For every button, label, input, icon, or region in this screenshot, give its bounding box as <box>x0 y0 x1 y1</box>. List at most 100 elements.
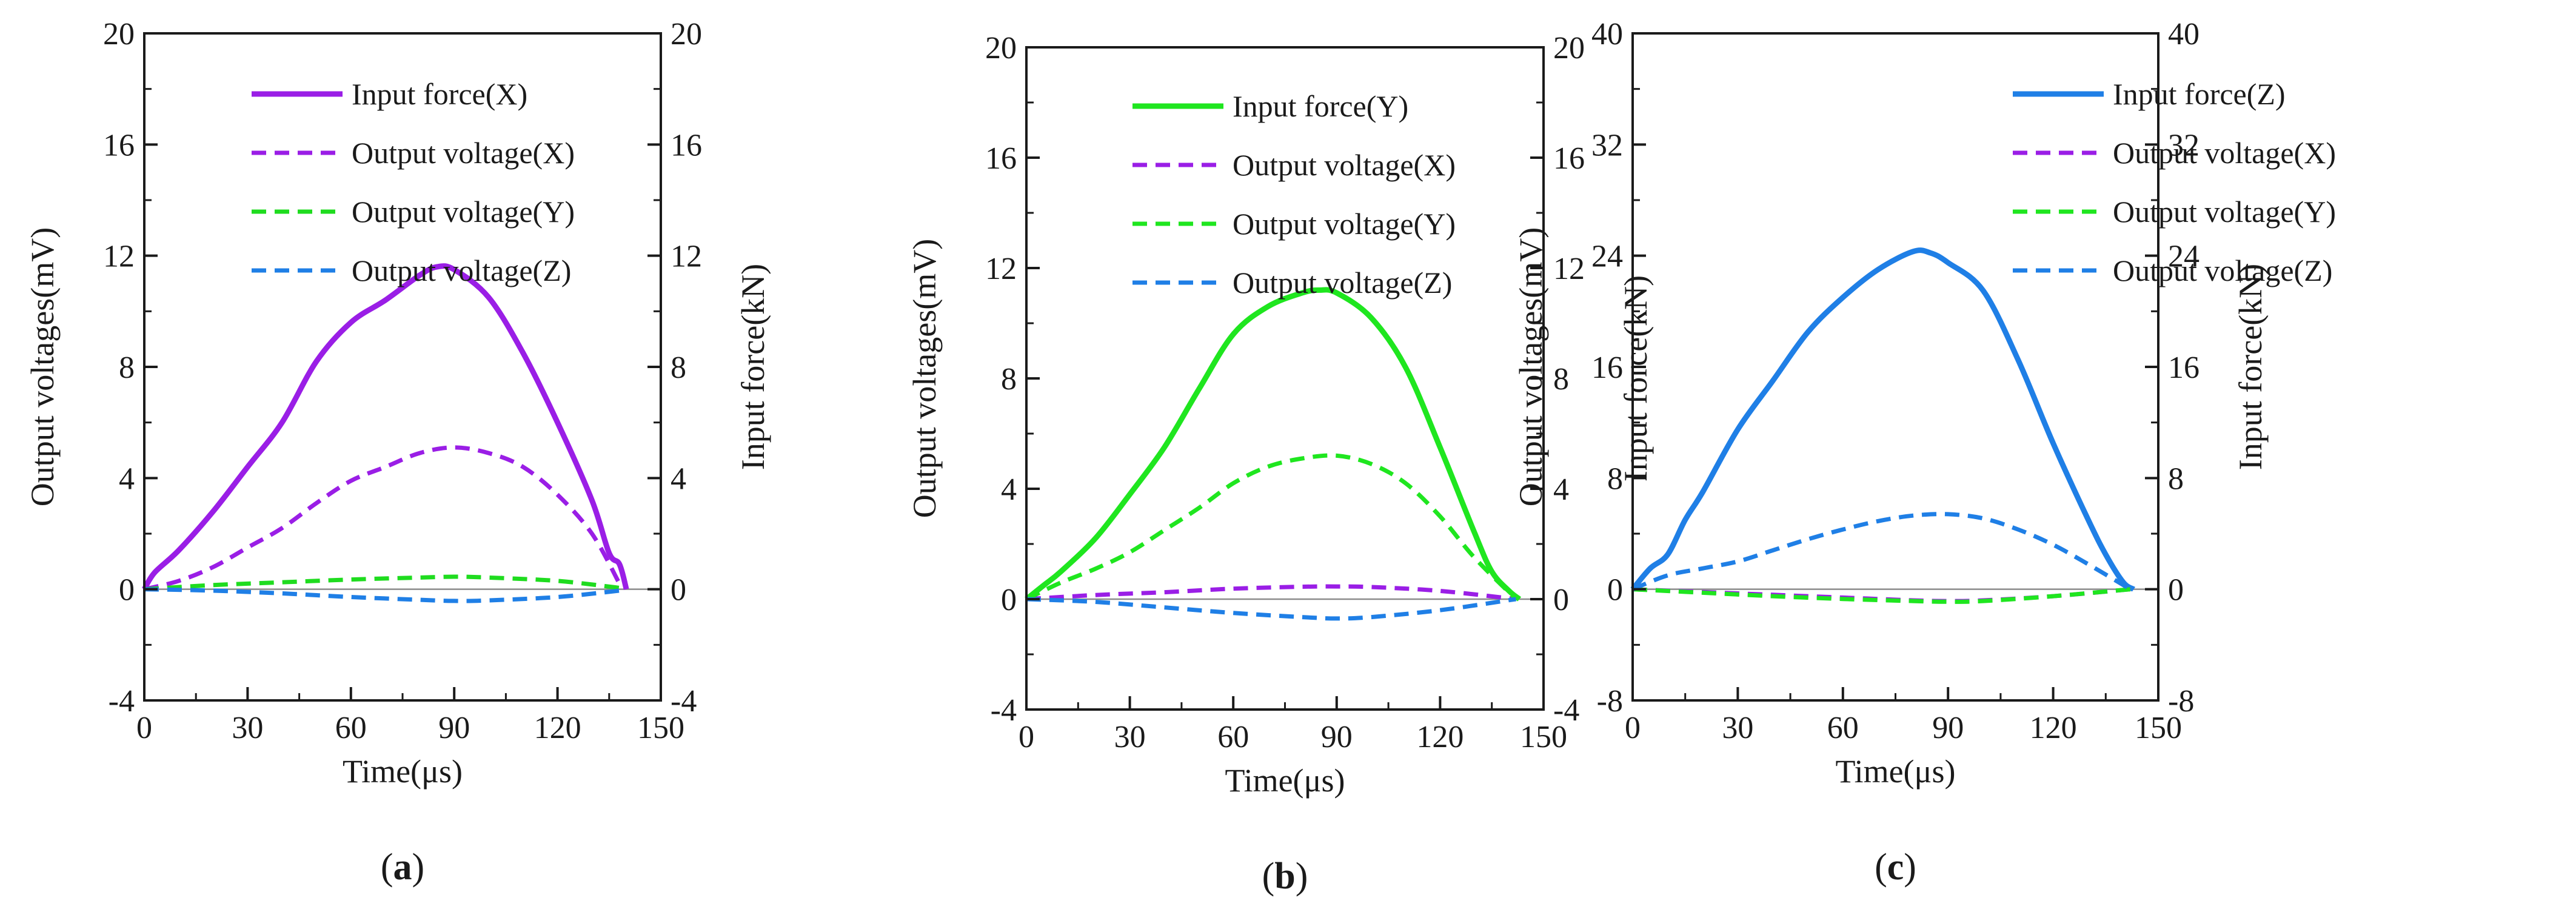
panel-label-paren-open: ( <box>381 847 393 888</box>
y2-tick-label: -4 <box>1553 693 1579 728</box>
y2-tick-label: 0 <box>671 573 686 608</box>
y2-axis-title: Input force(kN) <box>1618 275 1654 482</box>
y2-tick-label: 16 <box>2168 351 2200 385</box>
panel-label-letter: c <box>1887 847 1904 888</box>
y2-axis-title: Input force(kN) <box>2232 264 2269 470</box>
y-tick-label: 4 <box>1001 472 1017 507</box>
y2-tick-label: 0 <box>1553 583 1569 617</box>
series-line-3 <box>1631 512 2132 591</box>
legend-label: Output voltage(Z) <box>2113 253 2332 287</box>
y2-tick-label: 16 <box>1553 141 1585 176</box>
y-tick-label: 0 <box>1001 583 1017 617</box>
series-line-2 <box>1632 587 2131 604</box>
y2-tick-label: 8 <box>671 351 686 385</box>
y-tick-label: -4 <box>991 693 1017 728</box>
x-tick-label: 0 <box>1019 720 1034 754</box>
x-tick-label: 90 <box>438 711 470 745</box>
y-tick-label: 40 <box>1591 17 1623 52</box>
y-tick-label: 32 <box>1591 128 1623 163</box>
y-tick-label: 16 <box>103 128 135 163</box>
y-tick-label: 20 <box>985 31 1017 65</box>
panel-label-paren-close: ) <box>1904 847 1916 888</box>
y2-tick-label: 12 <box>671 240 702 274</box>
y-tick-label: -8 <box>1597 684 1623 719</box>
legend-label: Output voltage(Y) <box>2113 195 2336 229</box>
x-tick-label: 30 <box>1114 720 1146 754</box>
legend-label: Output voltage(Y) <box>352 195 575 229</box>
y-tick-label: 8 <box>1607 461 1623 496</box>
x-tick-label: 60 <box>1217 720 1249 754</box>
y2-tick-label: 8 <box>1553 362 1569 397</box>
y2-tick-label: 20 <box>1553 31 1585 65</box>
x-tick-label: 60 <box>335 711 367 745</box>
y-tick-label: 12 <box>985 252 1017 286</box>
y2-tick-label: 16 <box>671 128 702 163</box>
y-axis-title: Output voltages(mV) <box>906 239 943 518</box>
y-tick-label: 12 <box>103 240 135 274</box>
legend-label: Output voltage(Z) <box>1233 266 1452 300</box>
x-axis-title: Time(μs) <box>1225 762 1345 799</box>
x-tick-label: 150 <box>2135 711 2182 745</box>
legend-label: Output voltage(X) <box>1233 148 1456 182</box>
x-tick-label: 120 <box>534 711 581 745</box>
legend-label: Input force(Z) <box>2113 77 2286 111</box>
series-line-3 <box>144 587 620 603</box>
series-line-2 <box>1025 453 1517 602</box>
series-line-0 <box>1025 287 1522 602</box>
legend-label: Input force(Y) <box>1233 89 1408 123</box>
y2-tick-label: 32 <box>2168 128 2200 163</box>
panel-label-paren-open: ( <box>1875 847 1887 888</box>
x-axis-title: Time(μs) <box>1836 753 1956 790</box>
y2-tick-label: 4 <box>1553 472 1569 507</box>
legend-label: Input force(X) <box>352 77 527 111</box>
x-tick-label: 0 <box>1625 711 1641 745</box>
legend-label: Output voltage(X) <box>352 136 575 170</box>
y2-tick-label: 40 <box>2168 17 2200 52</box>
x-tick-label: 30 <box>1722 711 1753 745</box>
y-tick-label: 0 <box>1607 573 1623 608</box>
x-tick-label: 60 <box>1827 711 1859 745</box>
x-tick-label: 120 <box>2030 711 2077 745</box>
legend-label: Output voltage(Y) <box>1233 207 1456 241</box>
series-line-1 <box>1026 584 1516 602</box>
y-tick-label: 8 <box>119 351 135 385</box>
y-tick-label: 24 <box>1591 240 1623 274</box>
x-tick-label: 90 <box>1932 711 1964 745</box>
panel-label: (c) <box>1875 847 1916 888</box>
y-tick-label: 16 <box>985 141 1017 176</box>
y-tick-label: -4 <box>109 684 135 719</box>
x-tick-label: 30 <box>232 711 263 745</box>
y-tick-label: 0 <box>119 573 135 608</box>
y2-tick-label: 0 <box>2168 573 2184 608</box>
y2-tick-label: 4 <box>671 461 686 496</box>
y2-tick-label: -8 <box>2168 684 2194 719</box>
y2-axis-title: Input force(kN) <box>735 264 771 470</box>
x-tick-label: 90 <box>1321 720 1353 754</box>
panel-label-letter: a <box>393 847 412 888</box>
y2-tick-label: 24 <box>2168 240 2200 274</box>
series-line-2 <box>144 574 620 592</box>
x-tick-label: 150 <box>1520 720 1567 754</box>
series-line-0 <box>142 263 629 591</box>
panel-label-letter: b <box>1274 856 1295 897</box>
panel-label: (a) <box>381 847 424 888</box>
series-line-1 <box>144 445 621 592</box>
panel-label: (b) <box>1262 856 1308 897</box>
legend-label: Output voltage(X) <box>2113 136 2336 170</box>
y-tick-label: 16 <box>1591 351 1623 385</box>
x-tick-label: 120 <box>1416 720 1464 754</box>
x-tick-label: 150 <box>637 711 684 745</box>
legend-label: Output voltage(Z) <box>352 253 571 287</box>
y-axis-title: Output voltages(mV) <box>24 227 61 506</box>
y2-tick-label: 20 <box>671 17 702 52</box>
x-axis-title: Time(μs) <box>343 753 463 790</box>
y-tick-label: 8 <box>1001 362 1017 397</box>
panel-label-paren-open: ( <box>1262 856 1275 897</box>
y2-tick-label: 8 <box>2168 461 2184 496</box>
y-tick-label: 20 <box>103 17 135 52</box>
y2-tick-label: -4 <box>671 684 697 719</box>
panel-label-paren-close: ) <box>1296 856 1308 897</box>
